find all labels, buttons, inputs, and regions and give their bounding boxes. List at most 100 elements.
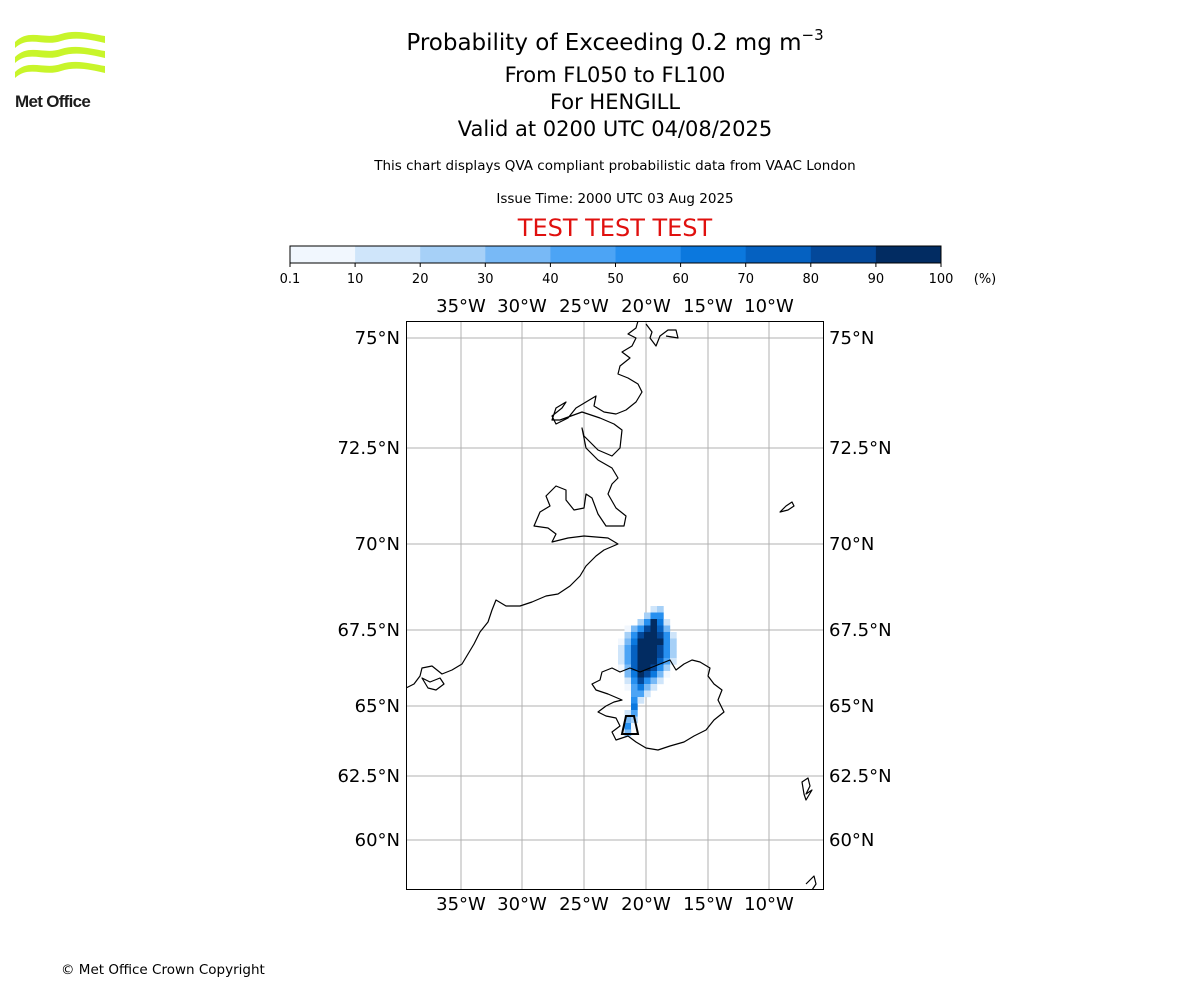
ash-cell [657, 619, 664, 626]
ash-cell [631, 710, 638, 717]
ash-cell [663, 638, 671, 646]
lon-label-bottom: 10°W [744, 894, 794, 915]
lon-label-bottom: 35°W [436, 894, 486, 915]
lon-labels-top: 35°W 30°W 25°W 20°W 15°W 10°W [436, 296, 794, 317]
volcano-source-marker [620, 715, 640, 735]
ash-cell [657, 677, 664, 685]
greenland-coastline [406, 321, 643, 689]
colorbar-cell [875, 246, 942, 263]
lat-labels-left: 75°N 72.5°N 70°N 67.5°N 65°N 62.5°N 60°N [337, 328, 400, 851]
lat-label-right: 60°N [829, 830, 874, 851]
ash-cell [624, 664, 632, 672]
lon-label-top: 10°W [744, 296, 794, 317]
lon-label-top: 25°W [559, 296, 609, 317]
ash-cell [644, 664, 651, 672]
qva-note: This chart displays QVA compliant probab… [374, 158, 856, 174]
ash-cell [650, 664, 658, 672]
ash-cell [644, 684, 651, 691]
ash-cell [663, 625, 671, 633]
ash-cell [670, 658, 677, 665]
colorbar: 0.1 10 20 30 40 50 60 70 80 90 100 (%) [280, 245, 996, 287]
faroe-islands [801, 777, 813, 801]
ash-cell [624, 716, 632, 724]
valid-time: Valid at 0200 UTC 04/08/2025 [457, 117, 773, 141]
ash-cell [618, 658, 625, 665]
ash-cell [637, 690, 645, 698]
colorbar-cell [810, 246, 877, 263]
colorbar-tick-label: 20 [412, 272, 429, 287]
colorbar-tick-label: 90 [868, 272, 885, 287]
ash-cell [624, 658, 632, 665]
ash-cell [624, 645, 632, 652]
greenland-fjord-small [421, 677, 445, 691]
ash-cell [644, 612, 651, 620]
volcano-name: For HENGILL [549, 90, 681, 114]
lon-label-bottom: 20°W [621, 894, 671, 915]
ash-cell [631, 625, 638, 633]
ash-cell [631, 684, 638, 691]
ash-cell [631, 723, 638, 730]
test-banner: TEST TEST TEST [517, 214, 713, 242]
ash-cell [644, 638, 651, 646]
lat-label-right: 65°N [829, 696, 874, 717]
ash-cell [631, 664, 638, 672]
ash-cell [624, 729, 632, 737]
map-frame [406, 321, 824, 890]
colorbar-tick-label: 40 [542, 272, 559, 287]
ash-cell [624, 638, 632, 646]
ash-cell [644, 690, 651, 698]
colorbar-cell [550, 246, 616, 263]
ash-cell [631, 645, 638, 652]
lat-label-right: 70°N [829, 534, 874, 555]
ash-cell [637, 697, 645, 704]
ash-cell [631, 690, 638, 698]
lat-label-left: 70°N [355, 534, 400, 555]
colorbar-cell [420, 246, 486, 263]
lat-label-right: 75°N [829, 328, 874, 349]
ash-cell [624, 723, 632, 730]
graticule [406, 321, 824, 890]
ash-probability-field [618, 606, 677, 737]
flight-level-range: From FL050 to FL100 [504, 63, 726, 87]
ash-cell [644, 625, 651, 633]
jan-mayen-island [779, 501, 795, 513]
ash-cell [657, 658, 664, 665]
ash-cell [650, 606, 658, 613]
ash-cell [637, 619, 645, 626]
ash-cell [650, 684, 658, 691]
ash-cell [657, 671, 664, 678]
lon-labels-bottom: 35°W 30°W 25°W 20°W 15°W 10°W [436, 894, 794, 915]
ash-cell [637, 658, 645, 665]
ash-cell [644, 645, 651, 652]
lon-label-bottom: 15°W [683, 894, 733, 915]
ash-cell [657, 645, 664, 652]
chart-title-text: Probability of Exceeding 0.2 mg m [406, 30, 802, 56]
ash-cell [650, 658, 658, 665]
lon-label-top: 35°W [436, 296, 486, 317]
ash-cell [663, 645, 671, 652]
colorbar-cell [485, 246, 551, 263]
ash-cell [650, 645, 658, 652]
ash-cell [637, 684, 645, 691]
map-panel [406, 321, 824, 890]
ash-cell [637, 638, 645, 646]
greenland-ice-edge [645, 323, 679, 347]
lat-label-right: 62.5°N [829, 766, 892, 787]
ash-cell [631, 677, 638, 685]
ash-cell [637, 671, 645, 678]
logo-text: Met Office [15, 92, 91, 111]
ash-cell [650, 619, 658, 626]
ash-cell [657, 664, 664, 672]
ash-cell [670, 632, 677, 639]
copyright: © Met Office Crown Copyright [61, 962, 265, 978]
ash-cell [644, 651, 651, 659]
ash-cell [618, 651, 625, 659]
ash-cell [650, 651, 658, 659]
ash-cell [657, 606, 664, 613]
ash-cell [650, 632, 658, 639]
iceland-coastline [591, 659, 725, 751]
colorbar-tick-label: 10 [347, 272, 364, 287]
ash-cell [650, 671, 658, 678]
ash-cell [637, 645, 645, 652]
colorbar-tick-label: 70 [737, 272, 754, 287]
